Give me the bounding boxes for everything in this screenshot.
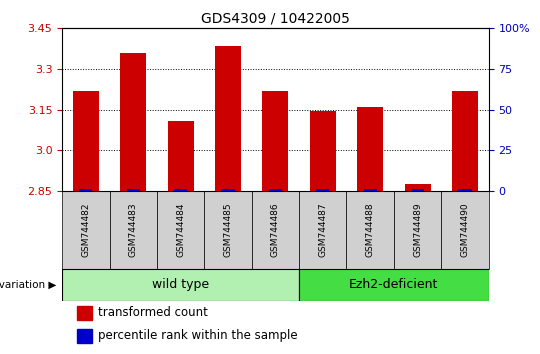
Bar (157, 191, 204, 269)
Bar (347, 191, 394, 269)
Text: GSM744488: GSM744488 (366, 203, 375, 257)
Bar (204, 191, 252, 269)
Bar (174, 189, 187, 191)
Bar (77, 306, 92, 320)
Bar (269, 189, 282, 191)
Bar (404, 184, 430, 191)
Text: percentile rank within the sample: percentile rank within the sample (98, 329, 298, 342)
Bar (441, 191, 489, 269)
Bar (221, 189, 234, 191)
Bar (394, 191, 441, 269)
Bar (262, 91, 288, 191)
Bar (458, 189, 471, 191)
Text: GSM744485: GSM744485 (224, 203, 233, 257)
Bar (77, 329, 92, 343)
Text: GSM744484: GSM744484 (176, 203, 185, 257)
Bar (299, 269, 489, 301)
Text: GSM744487: GSM744487 (318, 203, 327, 257)
Bar (79, 189, 92, 191)
Text: Ezh2-deficient: Ezh2-deficient (349, 279, 438, 291)
Text: GSM744489: GSM744489 (413, 203, 422, 257)
Text: GSM744482: GSM744482 (82, 203, 90, 257)
Text: GSM744486: GSM744486 (271, 203, 280, 257)
Bar (62, 191, 110, 269)
Title: GDS4309 / 10422005: GDS4309 / 10422005 (201, 12, 350, 26)
Bar (411, 189, 424, 191)
Bar (310, 111, 336, 191)
Bar (357, 107, 383, 191)
Text: GSM744490: GSM744490 (461, 203, 469, 257)
Bar (110, 191, 157, 269)
Text: transformed count: transformed count (98, 306, 208, 319)
Bar (120, 53, 146, 191)
Text: GSM744483: GSM744483 (129, 203, 138, 257)
Bar (299, 191, 347, 269)
Bar (73, 91, 99, 191)
Bar (316, 189, 329, 191)
Bar (452, 91, 478, 191)
Bar (167, 121, 194, 191)
Bar (62, 269, 299, 301)
Bar (215, 46, 241, 191)
Bar (252, 191, 299, 269)
Text: genotype/variation ▶: genotype/variation ▶ (0, 280, 57, 290)
Bar (127, 189, 140, 191)
Text: wild type: wild type (152, 279, 209, 291)
Bar (363, 189, 377, 191)
